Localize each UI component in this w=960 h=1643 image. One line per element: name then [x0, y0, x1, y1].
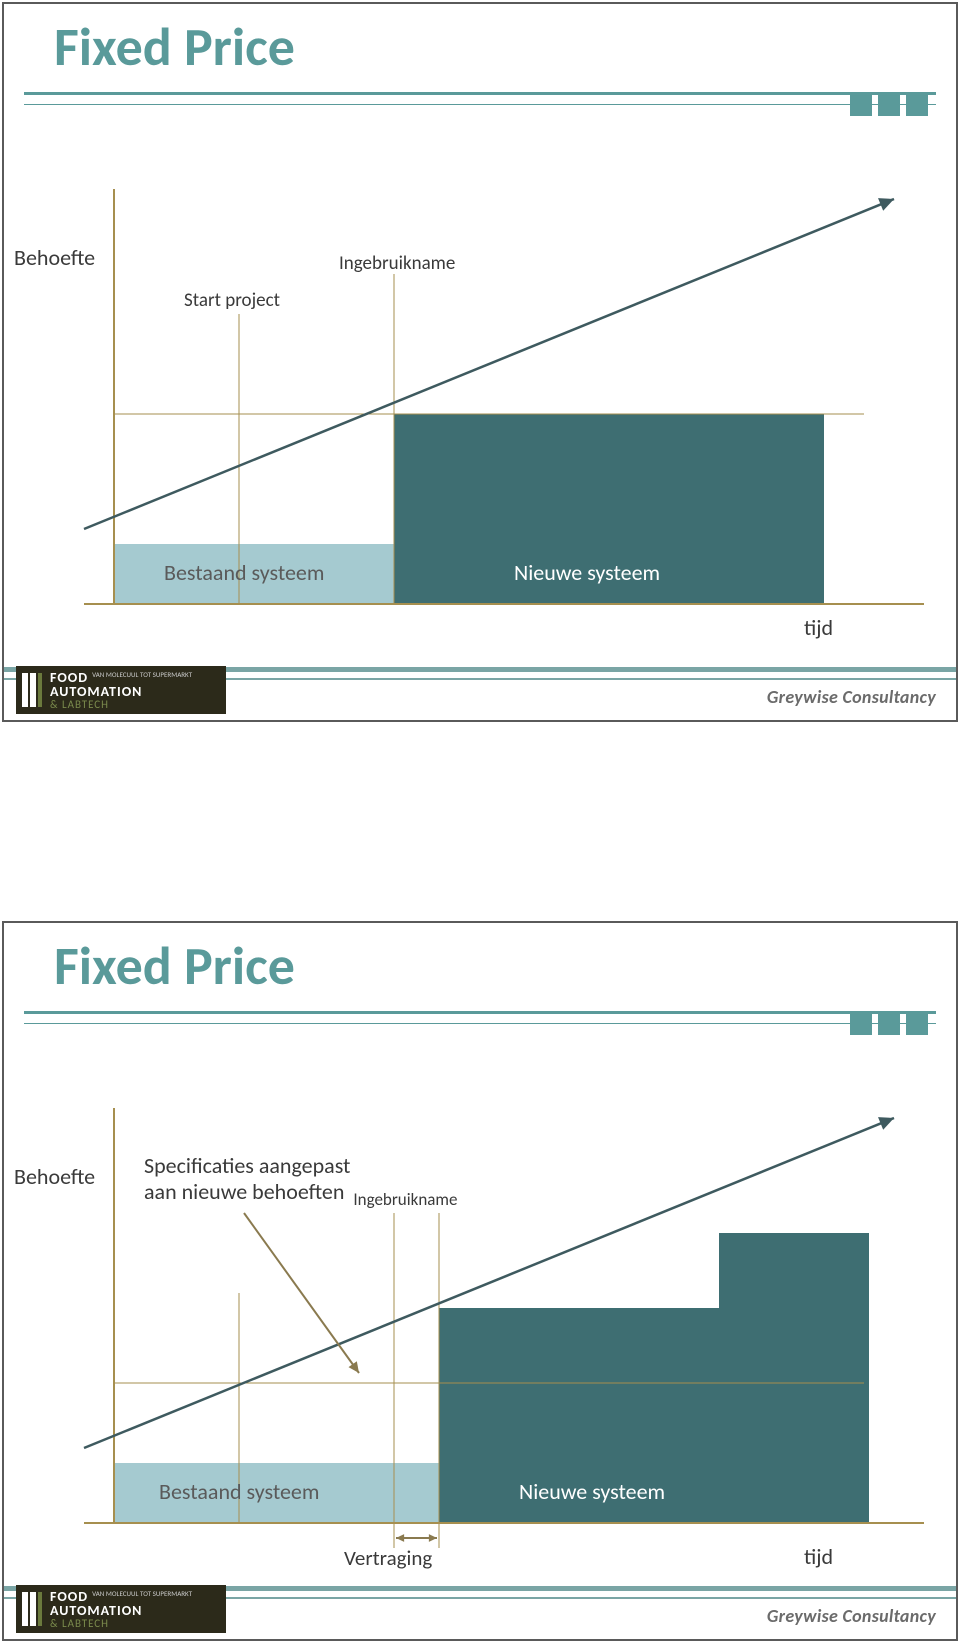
footer-brand: Greywise Consultancy	[767, 1605, 936, 1627]
decor-squares	[850, 94, 928, 116]
food-automation-logo: FOODVAN MOLECUUL TOT SUPERMARKT AUTOMATI…	[16, 666, 226, 714]
title-rule-thin	[24, 104, 936, 105]
slide-title: Fixed Price	[54, 14, 295, 80]
label-bestaand-systeem: Bestaand systeem	[164, 559, 324, 586]
label-nieuwe-systeem: Nieuwe systeem	[514, 559, 660, 586]
spec-line-1: Specificaties aangepast	[144, 1152, 350, 1179]
title-rule-thin	[24, 1023, 936, 1024]
slide-1: Fixed Price Behoefte tijd Start project …	[2, 2, 958, 722]
label-spec-aangepast: Specificaties aangepast aan nieuwe behoe…	[144, 1153, 457, 1210]
chart-svg-1	[24, 174, 934, 644]
footer-brand: Greywise Consultancy	[767, 686, 936, 708]
label-bestaand-systeem: Bestaand systeem	[159, 1478, 319, 1505]
chart-area-1: Behoefte tijd Start project Ingebruiknam…	[24, 174, 934, 644]
y-axis-label: Behoefte	[14, 1163, 95, 1190]
slide-title: Fixed Price	[54, 933, 295, 999]
label-start-project: Start project	[184, 289, 280, 312]
label-vertraging: Vertraging	[344, 1545, 432, 1571]
spec-line-2: aan nieuwe behoeften	[144, 1178, 344, 1205]
spec-inline-ingebruik: Ingebruikname	[353, 1189, 457, 1210]
food-automation-logo: FOODVAN MOLECUUL TOT SUPERMARKT AUTOMATI…	[16, 1585, 226, 1633]
x-axis-label: tijd	[804, 1543, 833, 1570]
decor-squares	[850, 1013, 928, 1035]
slide-2: Fixed Price Behoefte tijd Specificaties …	[2, 921, 958, 1641]
title-rule	[24, 92, 936, 95]
label-ingebruikname: Ingebruikname	[339, 252, 455, 275]
label-nieuwe-systeem: Nieuwe systeem	[519, 1478, 665, 1505]
chart-area-2: Behoefte tijd Specificaties aangepast aa…	[24, 1093, 934, 1563]
title-rule	[24, 1011, 936, 1014]
y-axis-label: Behoefte	[14, 244, 95, 271]
x-axis-label: tijd	[804, 614, 833, 641]
